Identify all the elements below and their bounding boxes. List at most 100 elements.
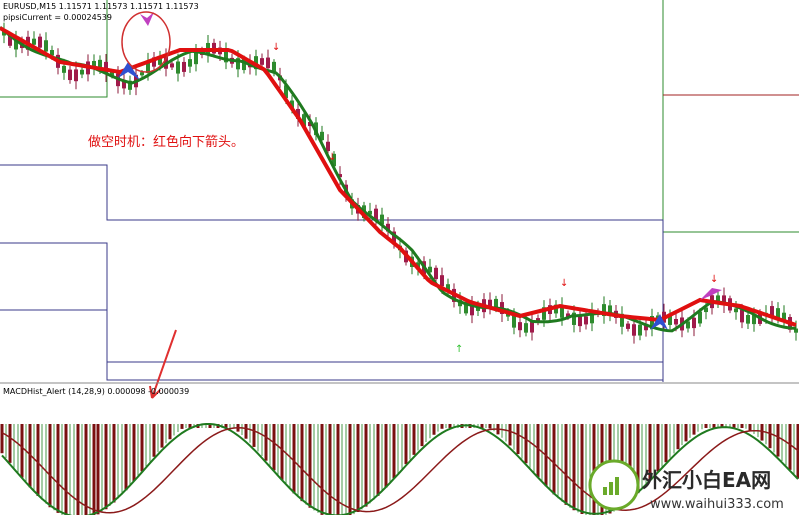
candle-body xyxy=(284,85,288,99)
candle-body xyxy=(110,71,114,76)
candle-body xyxy=(428,266,432,273)
candle-body xyxy=(590,310,594,324)
signal-line xyxy=(1,427,799,514)
candle-body xyxy=(380,214,384,225)
candle-body xyxy=(368,210,372,215)
down-arrow: ↓ xyxy=(328,152,336,163)
candle-body xyxy=(308,122,312,127)
candle-body xyxy=(494,298,498,310)
candle-body xyxy=(266,57,270,69)
candle-body xyxy=(326,141,330,152)
annotation: 做空时机：红色向下箭头。 xyxy=(88,134,244,150)
candle-body xyxy=(566,313,570,317)
candle-body xyxy=(92,60,96,69)
sell-arrow xyxy=(700,288,722,300)
candle-body xyxy=(302,114,306,127)
down-arrow: ↓ xyxy=(560,278,568,289)
candle-body xyxy=(740,309,744,323)
candle-body xyxy=(638,324,642,336)
candle-body xyxy=(440,275,444,287)
pointer-arrow xyxy=(149,329,177,399)
candle-body xyxy=(650,316,654,330)
candle-body xyxy=(632,324,636,336)
candle-body xyxy=(476,305,480,311)
level-line xyxy=(0,242,663,363)
candle-body xyxy=(560,305,564,318)
candle-body xyxy=(470,303,474,316)
candle-body xyxy=(320,131,324,141)
subwindow-label: MACDHist_Alert (14,28,9) 0.000098 -0.000… xyxy=(3,387,189,396)
fast-ma xyxy=(0,26,797,333)
candle-body xyxy=(170,63,174,68)
symbol-line: EURUSD,M15 1.11571 1.11573 1.11571 1.115… xyxy=(3,2,199,11)
candle-body xyxy=(620,313,624,327)
level-line xyxy=(0,309,663,381)
candle-body xyxy=(80,69,84,75)
candle-body xyxy=(194,51,198,65)
buy-arrow xyxy=(118,62,140,80)
sell-arrow xyxy=(140,12,154,26)
candle-body xyxy=(62,65,66,73)
candle-body xyxy=(578,316,582,327)
candle-body xyxy=(752,315,756,325)
candle-body xyxy=(446,284,450,291)
candle-body xyxy=(32,38,36,45)
candle-body xyxy=(272,61,276,74)
candle-body xyxy=(584,316,588,325)
logo xyxy=(588,459,640,511)
candle-body xyxy=(734,308,738,313)
candle-body xyxy=(488,299,492,307)
candle-body xyxy=(260,58,264,65)
candle-body xyxy=(746,315,750,324)
candle-body xyxy=(770,306,774,319)
indicator-line: pipsiCurrent = 0.00024539 xyxy=(3,13,112,22)
candle-body xyxy=(722,295,726,306)
candle-body xyxy=(74,69,78,82)
candle-body xyxy=(338,174,342,178)
candle-body xyxy=(464,302,468,314)
down-arrow: ↓ xyxy=(272,42,280,53)
candle-body xyxy=(674,318,678,325)
candle-body xyxy=(182,61,186,72)
candle-body xyxy=(152,57,156,67)
candle-body xyxy=(158,56,162,65)
signals: ↓ ↓ ↓ ↓ ↑ xyxy=(118,12,722,355)
site-name: 外汇小白EA网 xyxy=(642,468,771,492)
buy-arrow xyxy=(650,314,668,330)
highlight-circle xyxy=(121,11,171,73)
candle-body xyxy=(512,314,516,328)
candle-body xyxy=(794,328,798,333)
candle-body xyxy=(188,59,192,67)
level-line xyxy=(0,164,664,382)
candle-body xyxy=(332,153,336,167)
candle-body xyxy=(176,61,180,74)
candle-body xyxy=(542,307,546,320)
candle-body xyxy=(140,72,144,76)
candle-body xyxy=(44,40,48,52)
candle-body xyxy=(146,60,150,73)
candle-body xyxy=(524,323,528,333)
candle-body xyxy=(122,79,126,89)
candle-body xyxy=(530,320,534,333)
candle-body xyxy=(536,318,540,322)
levels xyxy=(0,0,799,382)
candle-body xyxy=(14,38,18,50)
candle-body xyxy=(626,323,630,329)
candle-body xyxy=(686,321,690,329)
candle-body xyxy=(236,58,240,70)
candle-body xyxy=(518,322,522,331)
down-arrow: ↓ xyxy=(710,274,718,285)
candle-body xyxy=(392,231,396,245)
candle-body xyxy=(698,311,702,324)
watermark: 外汇小白EA网 www.waihui333.com xyxy=(588,459,784,512)
candle-body xyxy=(374,208,378,221)
level-line xyxy=(0,0,108,98)
candle-body xyxy=(242,58,246,71)
candle-body xyxy=(224,49,228,63)
candle-body xyxy=(386,223,390,232)
candle-body xyxy=(8,34,12,46)
candle-body xyxy=(98,59,102,70)
candle-body xyxy=(434,267,438,280)
candle-body xyxy=(290,100,294,109)
